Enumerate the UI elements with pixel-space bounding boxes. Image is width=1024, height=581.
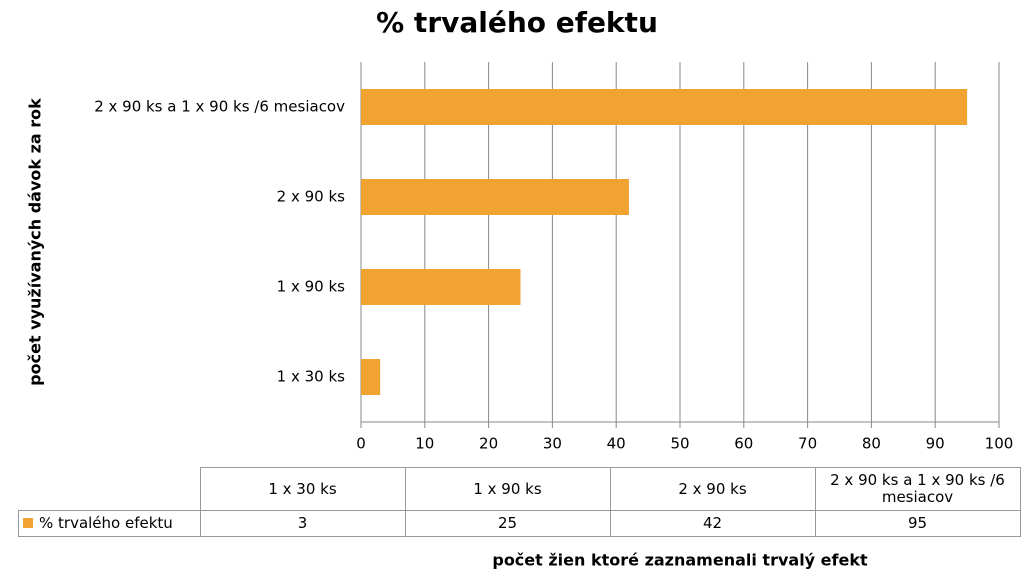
x-tick-label: 90 (926, 435, 945, 453)
y-tick-label: 2 x 90 ks a 1 x 90 ks /6 mesiacov (94, 98, 345, 116)
table-header: 2 x 90 ks a 1 x 90 ks /6 mesiacov (814, 467, 1021, 511)
y-tick-label: 1 x 90 ks (277, 278, 345, 296)
legend-cell: % trvalého efektu (18, 510, 201, 537)
x-tick-label: 40 (607, 435, 626, 453)
table-value: 3 (199, 510, 406, 537)
bar (361, 89, 968, 125)
x-tick-label: 20 (479, 435, 498, 453)
y-tick-label: 1 x 30 ks (277, 368, 345, 386)
table-header: 1 x 30 ks (199, 467, 406, 511)
data-table: 1 x 30 ks 1 x 90 ks 2 x 90 ks 2 x 90 ks a 1… (18, 467, 1021, 537)
x-tick-label: 80 (862, 435, 881, 453)
legend-swatch (23, 518, 33, 528)
x-axis-label: počet žien ktoré zaznamenali trvalý efek… (492, 551, 868, 570)
table-header: 1 x 90 ks (404, 467, 611, 511)
x-tick-label: 100 (985, 435, 1014, 453)
empty-cell (18, 467, 201, 511)
table-value: 95 (814, 510, 1021, 537)
x-tick-label: 60 (734, 435, 753, 453)
x-tick-label: 0 (356, 435, 366, 453)
bar (361, 359, 381, 395)
table-header: 2 x 90 ks (609, 467, 816, 511)
legend-label: % trvalého efektu (39, 514, 173, 532)
table-value: 42 (609, 510, 816, 537)
bar (361, 179, 629, 215)
x-tick-label: 50 (670, 435, 689, 453)
bar (361, 269, 521, 305)
chart-title: % trvalého efektu (376, 6, 658, 39)
table-value: 25 (404, 510, 611, 537)
y-axis-label: počet využívaných dávok za rok (26, 98, 45, 386)
y-tick-label: 2 x 90 ks (277, 188, 345, 206)
x-tick-label: 10 (415, 435, 434, 453)
x-tick-label: 70 (798, 435, 817, 453)
x-tick-label: 30 (543, 435, 562, 453)
